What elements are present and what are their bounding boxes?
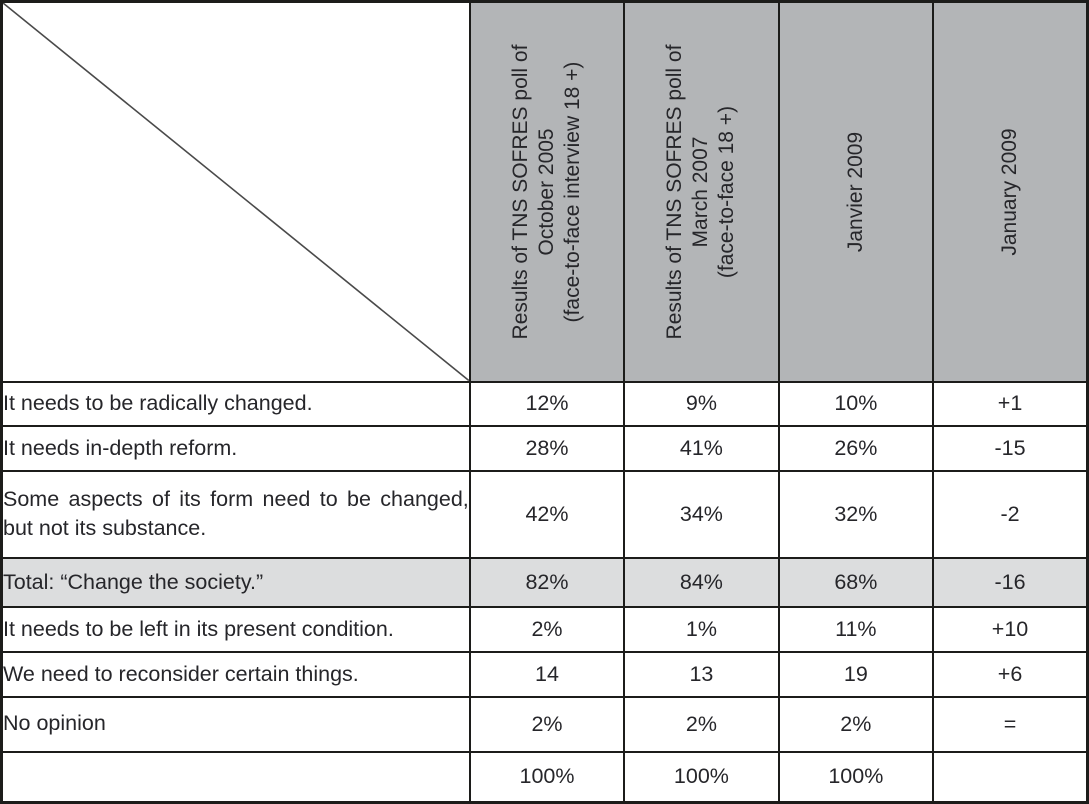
row-label-cell: Total: “Change the society.” — [0, 556, 471, 608]
value-cell: 13 — [623, 651, 780, 698]
value-cell: 100% — [623, 750, 780, 804]
value-cell: 2% — [468, 605, 626, 654]
value-cell: 9% — [623, 380, 780, 428]
value-cell: = — [932, 695, 1089, 753]
row-label-cell: It needs in-depth reform. — [0, 425, 471, 472]
value-cell — [932, 750, 1089, 804]
value-cell: 2% — [468, 695, 626, 753]
table-row-sum: 100% 100% 100% — [0, 750, 1089, 804]
column-header-january-2009: January 2009 — [932, 0, 1089, 383]
value-cell: -16 — [932, 556, 1089, 608]
value-cell: 2% — [623, 695, 780, 753]
value-cell: 1% — [623, 605, 780, 654]
column-header-janvier-2009: Janvier 2009 — [777, 0, 935, 383]
value-cell: 28% — [468, 425, 626, 472]
table-row-total: Total: “Change the society.” 82% 84% 68%… — [0, 556, 1089, 608]
column-header-label: Janvier 2009 — [843, 131, 867, 252]
table-row: It needs to be left in its present condi… — [0, 605, 1089, 654]
value-cell: +6 — [932, 651, 1089, 698]
row-label-cell: Some aspects of its form need to be chan… — [0, 469, 471, 559]
value-cell: -2 — [932, 469, 1089, 559]
table-row: It needs in-depth reform. 28% 41% 26% -1… — [0, 425, 1089, 472]
row-label-cell: We need to reconsider certain things. — [0, 651, 471, 698]
corner-cell — [0, 0, 471, 383]
value-cell: 14 — [468, 651, 626, 698]
value-cell: 82% — [468, 556, 626, 608]
value-cell: 68% — [777, 556, 935, 608]
value-cell: 10% — [777, 380, 935, 428]
row-label-cell — [0, 750, 471, 804]
diagonal-divider-line — [3, 3, 469, 381]
row-label-cell: It needs to be radically changed. — [0, 380, 471, 428]
column-header-label: Results of TNS SOFRES poll of October 20… — [508, 44, 584, 340]
value-cell: +1 — [932, 380, 1089, 428]
value-cell: 100% — [468, 750, 626, 804]
value-cell: 19 — [777, 651, 935, 698]
column-header-october-2005: Results of TNS SOFRES poll of October 20… — [468, 0, 626, 383]
value-cell: 34% — [623, 469, 780, 559]
table-row: No opinion 2% 2% 2% = — [0, 695, 1089, 753]
header-row: Results of TNS SOFRES poll of October 20… — [0, 0, 1089, 383]
column-header-march-2007: Results of TNS SOFRES poll of March 2007… — [623, 0, 780, 383]
row-label-cell: It needs to be left in its present condi… — [0, 605, 471, 654]
value-cell: 12% — [468, 380, 626, 428]
value-cell: 41% — [623, 425, 780, 472]
column-header-label: January 2009 — [998, 128, 1021, 256]
value-cell: 42% — [468, 469, 626, 559]
row-label-cell: No opinion — [0, 695, 471, 753]
value-cell: 26% — [777, 425, 935, 472]
value-cell: 32% — [777, 469, 935, 559]
column-header-label: Results of TNS SOFRES poll of March 2007… — [663, 44, 739, 340]
value-cell: +10 — [932, 605, 1089, 654]
value-cell: 84% — [623, 556, 780, 608]
value-cell: 2% — [777, 695, 935, 753]
value-cell: 11% — [777, 605, 935, 654]
table-row: It needs to be radically changed. 12% 9%… — [0, 380, 1089, 428]
table-row: We need to reconsider certain things. 14… — [0, 651, 1089, 698]
value-cell: 100% — [777, 750, 935, 804]
value-cell: -15 — [932, 425, 1089, 472]
table-row: Some aspects of its form need to be chan… — [0, 469, 1089, 559]
